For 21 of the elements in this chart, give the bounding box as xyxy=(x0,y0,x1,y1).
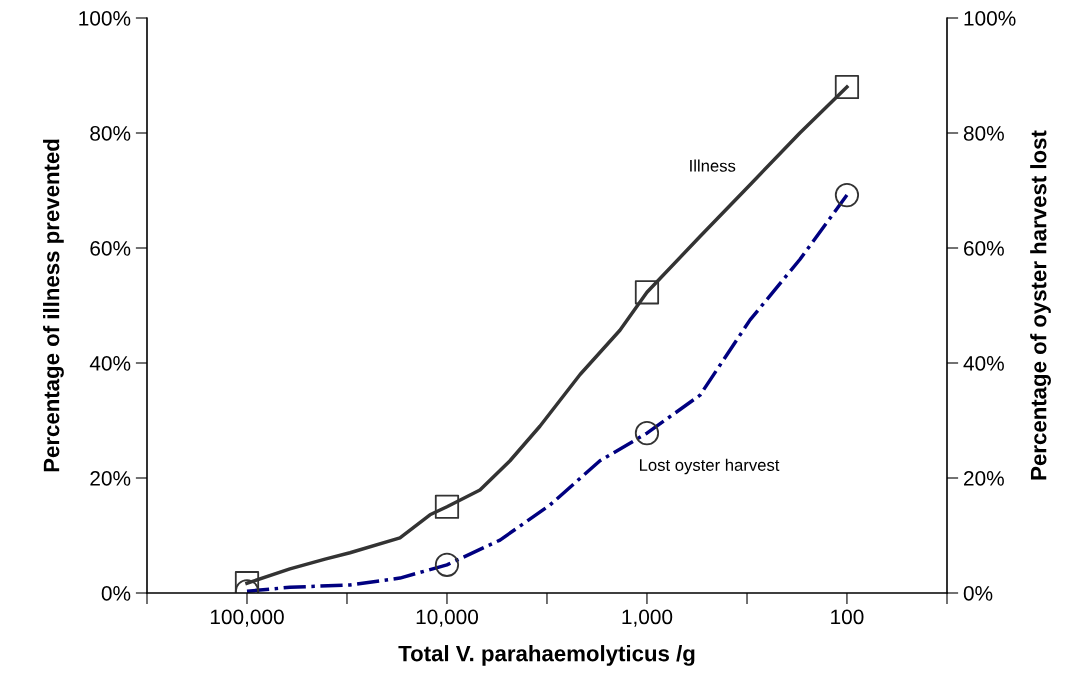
y-tick-label: 0% xyxy=(101,586,131,601)
series-label: Illness xyxy=(690,159,736,172)
y-tick-label: 40% xyxy=(89,356,131,371)
y2-tick-label: 40% xyxy=(963,356,1004,371)
x-tick-label: 10,000 xyxy=(416,609,479,627)
y-tick-label: 20% xyxy=(90,471,131,486)
y2-tick-label: 60% xyxy=(964,241,1004,256)
y-tick-label: 60% xyxy=(90,241,131,256)
y2-tick-label: 0% xyxy=(963,586,993,601)
y2-tick-label: 20% xyxy=(964,471,1004,486)
y-tick-label: 80% xyxy=(90,126,131,141)
y2-axis-title: Percentage of oyster harvest lost xyxy=(1030,130,1051,480)
x-tick-label: 100 xyxy=(831,609,864,625)
series-label: Lost oyster harvest xyxy=(639,458,780,475)
x-axis-title: Total V. parahaemolyticus /g xyxy=(398,645,695,666)
y2-tick-label: 80% xyxy=(963,126,1004,141)
x-tick-label: 100,000 xyxy=(210,609,284,627)
x-tick-label: 1,000 xyxy=(622,609,673,627)
y-tick-label: 100% xyxy=(79,11,131,26)
y-axis-title: Percentage of illness prevented xyxy=(43,139,64,472)
y2-tick-label: 100% xyxy=(964,11,1016,26)
